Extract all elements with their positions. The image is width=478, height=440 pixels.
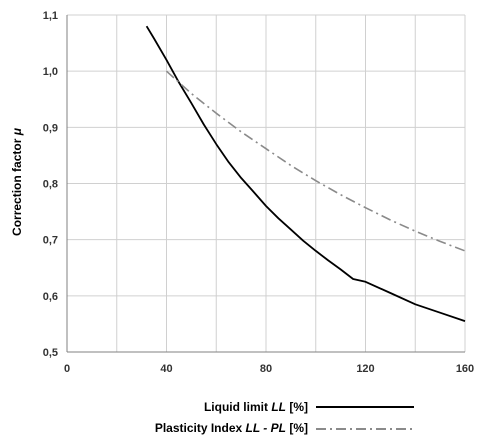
x-tick-label: 0 [64,363,70,375]
y-tick-label: 1,0 [43,66,58,78]
series-lines [145,25,466,322]
y-tick-label: 0,9 [43,122,58,134]
y-axis-title-symbol: μ [10,127,24,136]
series-line-liquid-limit [145,25,466,322]
y-tick-label: 0,7 [43,235,58,247]
x-tick-label: 120 [356,363,374,375]
grid [67,14,466,352]
y-tick-label: 1,1 [43,10,58,22]
series-line-plasticity-index [165,70,466,252]
legend-label-plasticity-index: Plasticity Index LL - PL [%] [155,421,308,435]
axes [66,15,465,353]
y-axis-title-text: Correction factor [10,138,24,236]
y-tick-label: 0,8 [43,179,58,191]
x-tick-label: 80 [260,363,272,375]
y-tick-label: 0,5 [43,347,58,359]
x-tick-label: 160 [456,363,474,375]
y-axis-title: Correction factor μ [10,127,24,236]
legend: Liquid limit LL [%] Plasticity Index LL … [155,400,414,435]
tick-labels: 0,5 0,6 0,7 0,8 0,9 1,0 1,1 0 40 80 120 160 [43,10,474,375]
x-tick-label: 40 [160,363,172,375]
y-tick-label: 0,6 [43,291,58,303]
legend-label-liquid-limit: Liquid limit LL [%] [204,400,308,414]
